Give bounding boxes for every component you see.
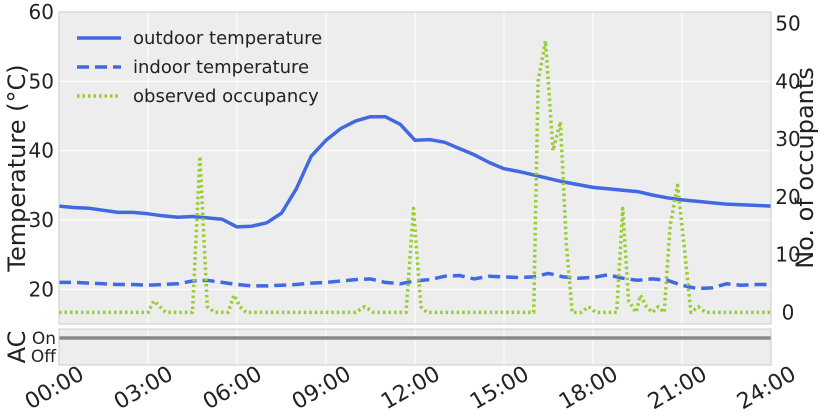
series-line-0 — [58, 114, 772, 229]
left-tick-label-3: 50 — [29, 69, 54, 93]
x-tick-label-0: 00:00 — [21, 362, 88, 415]
x-tick-label-2: 06:00 — [199, 362, 266, 415]
right-axis-label: No. of occupants — [791, 67, 819, 269]
right-tick-label-3: 30 — [775, 127, 800, 151]
series-line-1 — [59, 271, 771, 291]
main-series-group — [58, 39, 772, 315]
legend-label-outdoor: outdoor temperature — [133, 28, 322, 49]
left-tick-label-2: 40 — [29, 139, 54, 163]
left-axis-ticks: 20 30 40 50 60 — [29, 0, 54, 301]
right-tick-label-1: 10 — [775, 243, 800, 267]
x-tick-label-3: 09:00 — [288, 362, 355, 415]
x-tick-label-7: 21:00 — [644, 362, 711, 415]
right-tick-label-0: 0 — [782, 300, 795, 324]
ac-plot-frame — [58, 328, 772, 366]
x-tick-label-5: 15:00 — [466, 362, 533, 415]
main-plot-frame — [58, 11, 772, 325]
right-tick-label-5: 50 — [775, 12, 800, 36]
left-tick-label-4: 60 — [29, 0, 54, 24]
x-axis-ticks: 00:00 03:00 06:00 09:00 12:00 15:00 18:00 21:00… — [21, 362, 800, 415]
left-tick-label-1: 30 — [29, 208, 54, 232]
ac-axis-label: AC — [3, 331, 31, 364]
right-axis-ticks: 0 10 20 30 40 50 — [775, 12, 800, 325]
legend-label-occupancy: observed occupancy — [133, 86, 319, 107]
legend: outdoor temperature indoor temperature o… — [77, 28, 322, 107]
x-tick-label-1: 03:00 — [110, 362, 177, 415]
x-tick-label-8: 24:00 — [733, 362, 800, 415]
legend-label-indoor: indoor temperature — [133, 57, 309, 78]
right-tick-label-4: 40 — [775, 69, 800, 93]
left-tick-label-0: 20 — [29, 277, 54, 301]
ac-tick-on: On — [32, 329, 56, 349]
x-tick-label-4: 12:00 — [377, 362, 444, 415]
ac-tick-off: Off — [31, 347, 57, 367]
right-tick-label-2: 20 — [775, 185, 800, 209]
x-tick-label-6: 18:00 — [555, 362, 622, 415]
left-axis-label: Temperature (°C) — [3, 64, 31, 272]
